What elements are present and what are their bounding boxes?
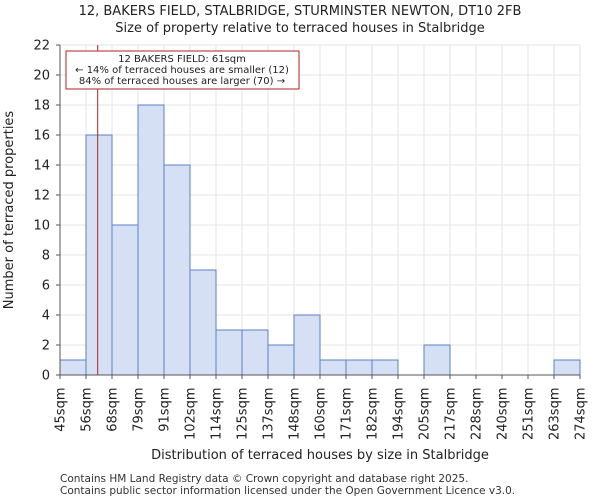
x-tick-label: 263sqm [548, 388, 563, 441]
x-tick-label: 274sqm [574, 388, 589, 441]
x-tick-label: 68sqm [106, 388, 121, 432]
bar [293, 314, 321, 376]
x-tick-label: 240sqm [496, 388, 511, 441]
x-tick-label: 148sqm [288, 388, 303, 441]
y-tick-label: 22 [33, 39, 50, 54]
y-tick-label: 2 [42, 339, 50, 354]
y-tick-label: 12 [33, 189, 50, 204]
y-tick-label: 18 [33, 99, 50, 114]
bar [215, 329, 243, 376]
bar [163, 164, 191, 376]
bar [345, 359, 373, 376]
y-tick-label: 0 [42, 369, 50, 384]
x-tick-label: 205sqm [418, 388, 433, 441]
y-tick-label: 6 [42, 279, 50, 294]
x-tick-label: 45sqm [54, 388, 69, 432]
x-tick-label: 160sqm [314, 388, 329, 441]
bar [137, 104, 165, 376]
bar [241, 329, 269, 376]
bar [111, 224, 139, 376]
chart-title: Size of property relative to terraced ho… [115, 21, 485, 36]
annotation-box [65, 50, 300, 90]
chart-title-address: 12, BAKERS FIELD, STALBRIDGE, STURMINSTE… [78, 4, 522, 19]
annotation-text: ← 14% of terraced houses are smaller (12… [75, 65, 289, 76]
y-tick-label: 20 [33, 69, 50, 84]
bar [189, 269, 217, 376]
bar [371, 359, 399, 376]
y-tick-label: 10 [33, 219, 50, 234]
bar [267, 344, 295, 376]
y-axis-title: Number of terraced properties [2, 111, 17, 310]
bar [85, 134, 113, 376]
x-tick-label: 114sqm [210, 388, 225, 441]
annotation-text: 12 BAKERS FIELD: 61sqm [118, 54, 246, 65]
annotation-text: 84% of terraced houses are larger (70) → [79, 76, 285, 87]
y-tick-label: 16 [33, 129, 50, 144]
footer-copyright: Contains HM Land Registry data © Crown c… [60, 473, 469, 485]
x-tick-label: 56sqm [80, 388, 95, 432]
bar [59, 359, 87, 376]
x-tick-label: 217sqm [444, 388, 459, 441]
x-tick-label: 102sqm [184, 388, 199, 441]
y-tick-label: 14 [33, 159, 50, 174]
x-tick-label: 194sqm [392, 388, 407, 441]
x-tick-label: 228sqm [470, 388, 485, 441]
bar [319, 359, 347, 376]
x-tick-label: 91sqm [158, 388, 173, 432]
x-tick-label: 251sqm [522, 388, 537, 441]
y-tick-label: 4 [42, 309, 50, 324]
x-axis-title: Distribution of terraced houses by size … [151, 448, 489, 463]
x-tick-label: 137sqm [262, 388, 277, 441]
x-tick-label: 125sqm [236, 388, 251, 441]
y-tick-label: 8 [42, 249, 50, 264]
x-tick-label: 182sqm [366, 388, 381, 441]
x-tick-label: 79sqm [132, 388, 147, 432]
footer-licence: Contains public sector information licen… [60, 485, 516, 497]
bar [553, 359, 581, 376]
bar [423, 344, 451, 376]
x-tick-label: 171sqm [340, 388, 355, 441]
